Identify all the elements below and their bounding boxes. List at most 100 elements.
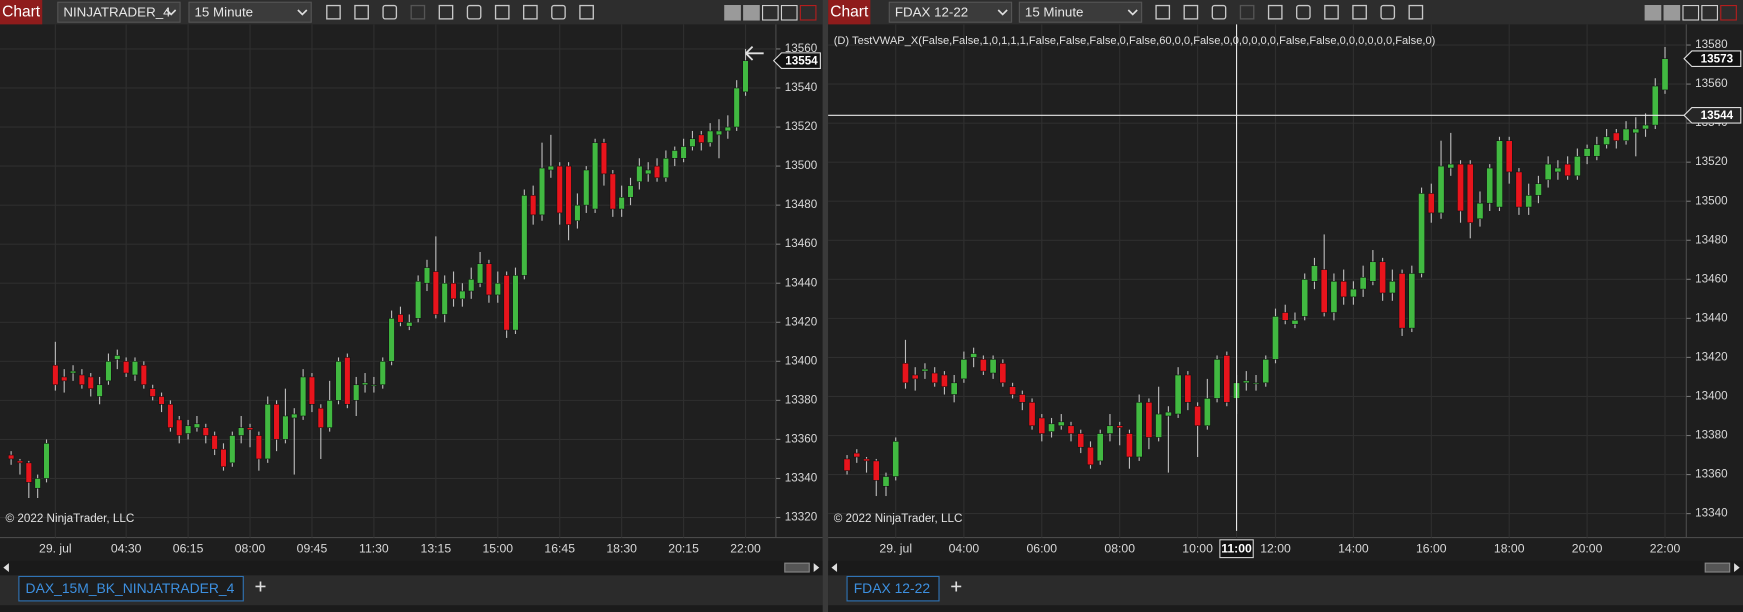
candle-body — [361, 382, 369, 386]
candle-body — [547, 165, 554, 171]
scroll-thumb[interactable] — [784, 562, 810, 573]
candle-body — [1544, 163, 1552, 181]
back-arrow[interactable] — [745, 46, 764, 61]
toolbar-icon[interactable] — [410, 4, 426, 20]
instrument-select-label: FDAX 12-22 — [895, 4, 968, 19]
status-strip — [828, 605, 1743, 612]
candle-body — [264, 404, 271, 460]
toolbar-icon[interactable] — [1211, 4, 1227, 20]
window-button[interactable] — [1701, 4, 1718, 21]
interval-select[interactable] — [188, 1, 312, 23]
instrument-select[interactable] — [57, 1, 181, 23]
toolbar-icon[interactable] — [1183, 4, 1199, 20]
toolbar-icon[interactable] — [1352, 4, 1367, 20]
toolbar-icon[interactable] — [438, 4, 454, 20]
x-tick-label: 18:00 — [1494, 541, 1525, 555]
toolbar-icon[interactable] — [326, 4, 341, 20]
scroll-thumb[interactable] — [1704, 562, 1731, 573]
window-button[interactable] — [1663, 4, 1681, 21]
candle-body — [353, 384, 360, 401]
x-tick-label: 16:45 — [544, 541, 575, 555]
candle-body — [176, 419, 183, 436]
toolbar-icon[interactable] — [1296, 4, 1311, 20]
y-tick-label: 13400 — [785, 354, 818, 367]
x-tick-label: 10:00 — [1182, 541, 1213, 555]
candle-body — [689, 138, 696, 147]
toolbar-icon[interactable] — [1380, 4, 1396, 20]
tab[interactable] — [18, 575, 244, 602]
window-button[interactable] — [724, 4, 741, 21]
candle-body — [1067, 425, 1075, 434]
y-tick-label: 13420 — [785, 315, 818, 328]
window-button[interactable] — [743, 4, 760, 21]
candle-body — [872, 460, 880, 481]
add-tab[interactable] — [951, 581, 962, 592]
chart-button[interactable] — [0, 0, 43, 25]
candle-body — [379, 361, 386, 386]
candle-body — [1116, 425, 1124, 428]
candle-body — [1048, 423, 1055, 432]
candle-body — [538, 167, 546, 216]
candle-body — [1350, 288, 1357, 298]
candle-body — [1018, 394, 1026, 403]
interval-select[interactable] — [1018, 1, 1143, 23]
scrollbar — [828, 560, 1743, 576]
x-tick-label: 20:00 — [1572, 541, 1603, 555]
candle-body — [715, 130, 723, 136]
candle-body — [960, 359, 968, 380]
candle-body — [671, 150, 678, 159]
chart-button[interactable] — [828, 0, 871, 25]
toolbar-icon[interactable] — [1324, 4, 1339, 20]
toolbar-icon[interactable] — [1155, 4, 1171, 20]
toolbar-icon[interactable] — [466, 4, 482, 20]
scroll-left[interactable] — [831, 563, 838, 573]
y-tick-label: 13540 — [785, 81, 818, 94]
candle-body — [902, 363, 909, 384]
toolbar-icon[interactable] — [382, 4, 398, 20]
window-button[interactable] — [780, 4, 798, 21]
candle-body — [1164, 411, 1172, 417]
toolbar-icon[interactable] — [494, 4, 510, 20]
candle-body — [114, 355, 121, 360]
candle-body — [911, 374, 919, 380]
chart-button-label: Chart — [830, 3, 869, 20]
candle-body — [1388, 281, 1396, 294]
candle-body — [476, 263, 484, 284]
scroll-right[interactable] — [813, 563, 820, 573]
window-button[interactable] — [1720, 4, 1737, 21]
toolbar-icon[interactable] — [579, 4, 594, 20]
y-tick-label: 13320 — [785, 511, 818, 524]
scroll-left[interactable] — [3, 563, 9, 573]
candle-body — [521, 195, 528, 276]
candle-body — [931, 372, 939, 384]
instrument-select[interactable] — [888, 1, 1013, 23]
plot-area — [0, 24, 776, 538]
x-tick-label: 08:00 — [235, 541, 266, 555]
toolbar-icon[interactable] — [1239, 4, 1255, 20]
add-tab[interactable] — [255, 581, 266, 592]
candle-body — [184, 425, 192, 434]
window-button[interactable] — [1644, 4, 1662, 21]
candle-body — [882, 476, 890, 487]
candle-body — [1359, 277, 1367, 290]
scroll-right[interactable] — [1734, 563, 1740, 573]
candle-body — [1661, 58, 1669, 91]
candle-body — [662, 157, 670, 179]
window-button[interactable] — [762, 4, 779, 21]
tab[interactable] — [846, 575, 940, 602]
toolbar-icon[interactable] — [1267, 4, 1283, 20]
window-button[interactable] — [799, 4, 817, 21]
toolbar-icon[interactable] — [551, 4, 566, 20]
candle-body — [600, 142, 608, 175]
y-tick-label: 13340 — [1695, 507, 1728, 520]
candle-body — [503, 275, 510, 331]
candle-body — [16, 460, 24, 464]
toolbar-icon[interactable] — [1408, 4, 1424, 20]
toolbar-icon[interactable] — [354, 4, 369, 20]
x-tick-label: 22:00 — [1650, 541, 1681, 555]
window-button[interactable] — [1682, 4, 1700, 21]
toolbar-icon[interactable] — [523, 4, 538, 20]
candle-body — [1525, 195, 1533, 208]
candle-body — [246, 427, 254, 430]
